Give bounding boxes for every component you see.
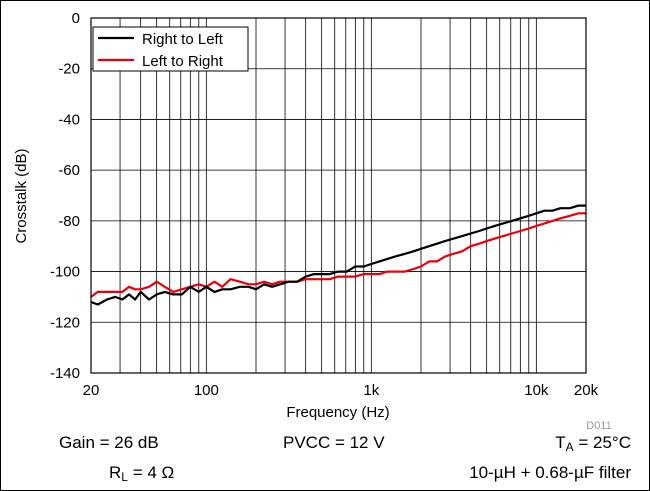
y-tick-label: -40 bbox=[58, 111, 80, 128]
rl-prefix: R bbox=[109, 463, 122, 482]
y-tick-label: -100 bbox=[50, 264, 80, 281]
y-axis-label: Crosstalk (dB) bbox=[13, 148, 30, 243]
plot-background bbox=[91, 18, 586, 373]
load-resistance-condition: RL = 4 Ω bbox=[109, 463, 174, 484]
y-tick-label: -80 bbox=[58, 213, 80, 230]
x-tick-label: 10k bbox=[524, 382, 549, 399]
plot-border bbox=[90, 17, 587, 374]
x-tick-label: 1k bbox=[363, 382, 379, 399]
filter-condition: 10-µH + 0.68-µF filter bbox=[469, 463, 631, 482]
x-axis-label: Frequency (Hz) bbox=[286, 404, 389, 421]
figure-code: D011 bbox=[586, 420, 611, 432]
y-tick-label: -120 bbox=[50, 314, 80, 331]
series-layer bbox=[90, 204, 586, 306]
x-tick-label: 20k bbox=[574, 382, 599, 399]
ta-prefix: T bbox=[555, 433, 566, 452]
legend-label-left-to-right: Left to Right bbox=[142, 53, 224, 70]
x-tick-label: 100 bbox=[194, 382, 219, 399]
rl-value: = 4 Ω bbox=[127, 463, 175, 482]
series-line-right-to-left bbox=[90, 204, 586, 306]
ta-subscript: A bbox=[565, 440, 574, 454]
pvcc-condition: PVCC = 12 V bbox=[283, 433, 385, 452]
series-line-left-to-right bbox=[90, 212, 586, 298]
y-tick-label: 0 bbox=[72, 10, 80, 27]
y-tick-labels: 0 -20 -40 -60 -80 -100 -120 -140 bbox=[50, 10, 80, 382]
legend-box bbox=[92, 26, 249, 72]
ta-value: = 25°C bbox=[573, 433, 631, 452]
x-tick-labels: 20 100 1k 10k 20k bbox=[83, 382, 599, 399]
y-tick-label: -20 bbox=[58, 61, 80, 78]
rl-subscript: L bbox=[121, 470, 128, 484]
y-tick-label: -140 bbox=[50, 365, 80, 382]
legend-label-right-to-left: Right to Left bbox=[142, 31, 224, 48]
y-tick-label: -60 bbox=[58, 162, 80, 179]
gain-condition: Gain = 26 dB bbox=[59, 433, 159, 452]
ambient-temperature-condition: TA = 25°C bbox=[555, 433, 631, 454]
legend: Right to Left Left to Right bbox=[92, 26, 249, 72]
x-tick-label: 20 bbox=[83, 382, 100, 399]
